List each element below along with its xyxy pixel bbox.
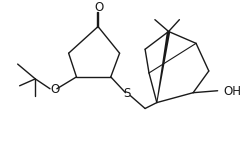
Text: OH: OH — [223, 85, 242, 98]
Polygon shape — [156, 31, 170, 103]
Text: O: O — [94, 1, 104, 14]
Text: O: O — [50, 83, 60, 96]
Text: S: S — [123, 87, 130, 100]
